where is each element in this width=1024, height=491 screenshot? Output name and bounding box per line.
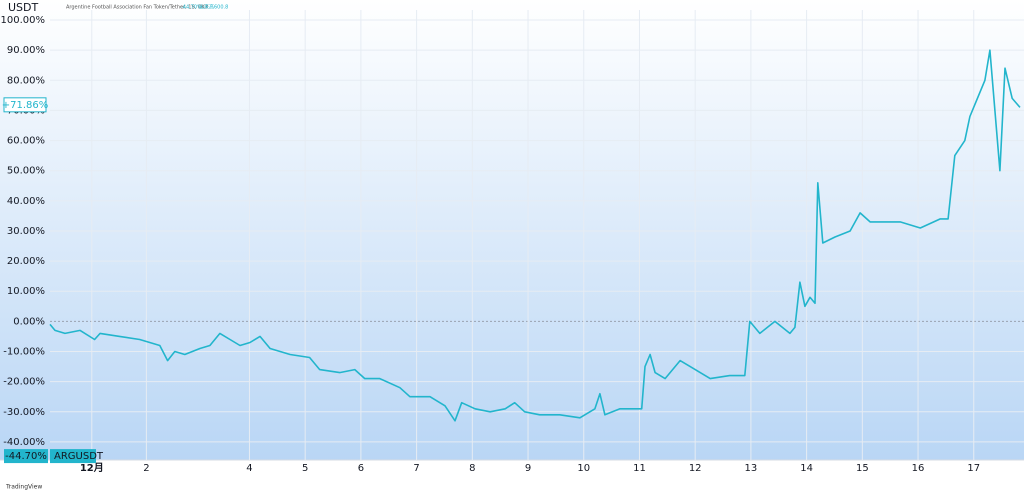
last-value-label: +71.86% [2, 100, 49, 111]
y-tick-label: 10.00% [7, 286, 45, 297]
x-tick-label: 6 [358, 463, 364, 474]
x-tick-label: 10 [577, 463, 590, 474]
y-tick-label: 100.00% [1, 15, 46, 26]
x-tick-label: 5 [302, 463, 308, 474]
title-change: -44.70% [181, 5, 202, 11]
y-tick-label: 0.00% [13, 316, 45, 327]
y-tick-label: 50.00% [7, 166, 45, 177]
x-tick-label: 8 [469, 463, 475, 474]
watermark: TradingView [5, 484, 42, 491]
x-tick-label: 16 [912, 463, 925, 474]
x-tick-label: 11 [633, 463, 646, 474]
y-tick-label: -30.00% [3, 407, 45, 418]
compare-name: ARGUSDT [54, 451, 104, 462]
y-tick-label: -40.00% [3, 437, 45, 448]
x-tick-label: 7 [413, 463, 419, 474]
x-tick-label: 2 [143, 463, 149, 474]
x-tick-label: 4 [246, 463, 252, 474]
unit-label: USDT [8, 1, 39, 14]
plot-background [0, 0, 1024, 460]
y-tick-label: -20.00% [3, 377, 45, 388]
labels: 100.00% 90.00% 80.00% 7 0.00% 60.00% 50.00% 40.… [1, 15, 981, 474]
chart-title: Argentine Football Association Fan Token… [66, 5, 209, 11]
volume-text: 出来高600.8 [199, 4, 228, 11]
y-tick-label: 30.00% [7, 226, 45, 237]
last-value-box [3, 97, 47, 113]
y-tick-label: 60.00% [7, 136, 45, 147]
x-tick-label: 12 [689, 463, 702, 474]
compare-value-label: -44.70% [5, 451, 47, 462]
x-tick-label: 14 [800, 463, 813, 474]
y-tick-label: 20.00% [7, 256, 45, 267]
y-tick-label: 90.00% [7, 45, 45, 56]
compare-name-box [50, 449, 96, 464]
y-tick-label: 80.00% [7, 75, 45, 86]
compare-value-box [4, 449, 48, 464]
y-tick-label: 40.00% [7, 196, 45, 207]
x-tick-label: 17 [967, 463, 980, 474]
x-tick-label: 9 [525, 463, 531, 474]
grid [50, 10, 1024, 460]
x-tick-label: 15 [856, 463, 869, 474]
y-tick-label: -10.00% [3, 347, 45, 358]
x-tick-label: 13 [745, 463, 758, 474]
marks [49, 49, 1021, 422]
x-tick-label: 12月 [80, 462, 104, 474]
price-line [49, 49, 1021, 422]
